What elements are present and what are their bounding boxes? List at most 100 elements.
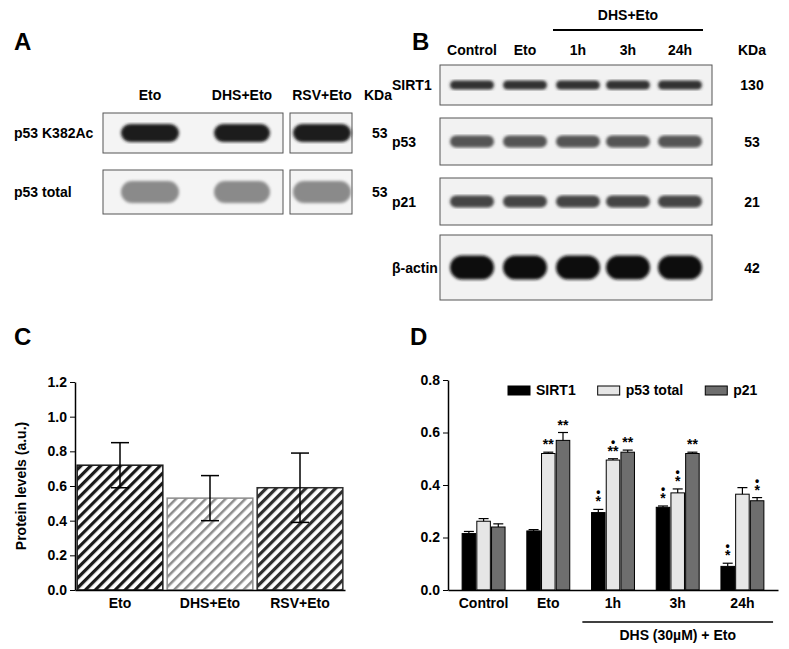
error-cap	[479, 518, 489, 519]
x-tick-label: 24h	[730, 595, 754, 611]
blot-frame	[440, 65, 712, 105]
significance-mark: **	[558, 417, 569, 433]
legend: SIRT1p53 totalp21	[508, 382, 758, 398]
significance-mark: *	[725, 547, 731, 563]
error-bar	[658, 506, 668, 507]
blot-band	[293, 181, 351, 203]
bar	[606, 460, 620, 590]
error-bar	[543, 452, 553, 453]
x-axis-line	[449, 590, 779, 592]
blot-a: EtoDHS+EtoRSV+EtoKDap53 K382Ac53p53 tota…	[14, 87, 392, 214]
error-whisker	[299, 453, 301, 522]
lane-label: Eto	[139, 87, 162, 103]
y-tick: 1.2	[48, 374, 75, 390]
x-tick-label: DHS+Eto	[180, 595, 240, 611]
bar	[656, 507, 670, 590]
error-bar	[723, 563, 733, 566]
blot-b: ControlEto1h3h24hDHS+EtoKDaSIRT1130p5353…	[392, 7, 766, 300]
blot-band	[214, 181, 270, 203]
error-cap	[737, 487, 747, 488]
y-tick-mark	[70, 451, 75, 452]
y-tick-label: 0.2	[48, 547, 68, 563]
blot-band	[606, 196, 650, 208]
blot-frame	[290, 170, 352, 214]
error-whisker	[209, 476, 211, 521]
error-bar	[558, 433, 568, 441]
y-tick-mark	[443, 380, 448, 381]
y-tick-label: 0.0	[48, 582, 68, 598]
blot-band	[503, 81, 547, 90]
error-cap	[464, 531, 474, 532]
y-tick-mark	[70, 382, 75, 383]
blot-band	[450, 136, 494, 148]
lane-label: Eto	[514, 42, 537, 58]
y-tick-label: 0.6	[421, 424, 441, 440]
bar	[671, 493, 685, 590]
y-tick-mark	[443, 485, 448, 486]
lane-label: 24h	[668, 42, 692, 58]
blot-band	[503, 196, 547, 208]
error-bar	[479, 519, 489, 522]
y-tick-label: 0.8	[421, 372, 441, 388]
bar	[736, 494, 750, 590]
bar	[492, 527, 506, 590]
kda-value: 53	[372, 184, 388, 200]
error-bar	[673, 489, 683, 493]
blot-frame	[290, 113, 352, 153]
blot-frame	[440, 178, 712, 225]
y-tick-mark	[70, 590, 75, 591]
y-tick: 0.2	[48, 547, 75, 563]
kda-header: KDa	[364, 87, 392, 103]
blot-band	[450, 196, 494, 208]
bar	[621, 452, 635, 590]
y-tick-mark	[70, 555, 75, 556]
y-tick-label: 0.0	[421, 582, 441, 598]
blot-band	[503, 256, 547, 280]
significance-mark: **	[608, 443, 619, 459]
group-line	[582, 621, 773, 623]
y-axis: 0.00.20.40.60.8	[421, 372, 449, 598]
blot-band	[556, 136, 600, 148]
blot-band	[658, 136, 702, 148]
error-bar	[623, 450, 633, 452]
bar	[462, 534, 476, 590]
y-tick-label: 0.4	[48, 513, 68, 529]
x-axis-line	[76, 590, 346, 592]
legend-label: p21	[733, 382, 757, 398]
y-tick-mark	[443, 538, 448, 539]
y-axis: 0.00.20.40.60.81.01.2	[48, 374, 76, 598]
x-tick: Eto	[537, 590, 560, 611]
blot-band	[450, 256, 494, 280]
legend-swatch	[508, 386, 530, 395]
lane-label: 3h	[620, 42, 636, 58]
significance-mark: *	[675, 473, 681, 489]
kda-header: KDa	[738, 42, 766, 58]
bar	[721, 566, 735, 590]
significance-labels: •*•*•***•**•*******•*	[543, 417, 761, 564]
blot-frame	[103, 170, 283, 214]
y-tick-label: 1.0	[48, 409, 68, 425]
row-label: p21	[392, 194, 416, 210]
x-tick: 1h	[605, 590, 621, 611]
legend-item: SIRT1	[508, 382, 576, 398]
error-bar	[464, 531, 474, 533]
bar	[750, 501, 764, 590]
y-tick-label: 1.2	[48, 374, 68, 390]
error-bar	[737, 488, 747, 495]
blot-band	[556, 196, 600, 208]
y-tick: 0.4	[48, 513, 75, 529]
error-whisker	[119, 443, 121, 488]
significance-mark: **	[687, 436, 698, 452]
x-tick-label: Eto	[109, 595, 132, 611]
blot-band	[503, 136, 547, 148]
y-tick-mark	[70, 521, 75, 522]
blot-band	[606, 81, 650, 90]
error-whisker	[742, 488, 743, 495]
blot-band	[121, 181, 179, 203]
kda-value: 130	[740, 77, 764, 93]
significance-mark: **	[622, 434, 633, 450]
blot-band	[450, 81, 494, 90]
x-tick-label: Control	[459, 595, 509, 611]
blot-frame	[103, 113, 283, 153]
y-tick: 0.6	[421, 424, 448, 440]
